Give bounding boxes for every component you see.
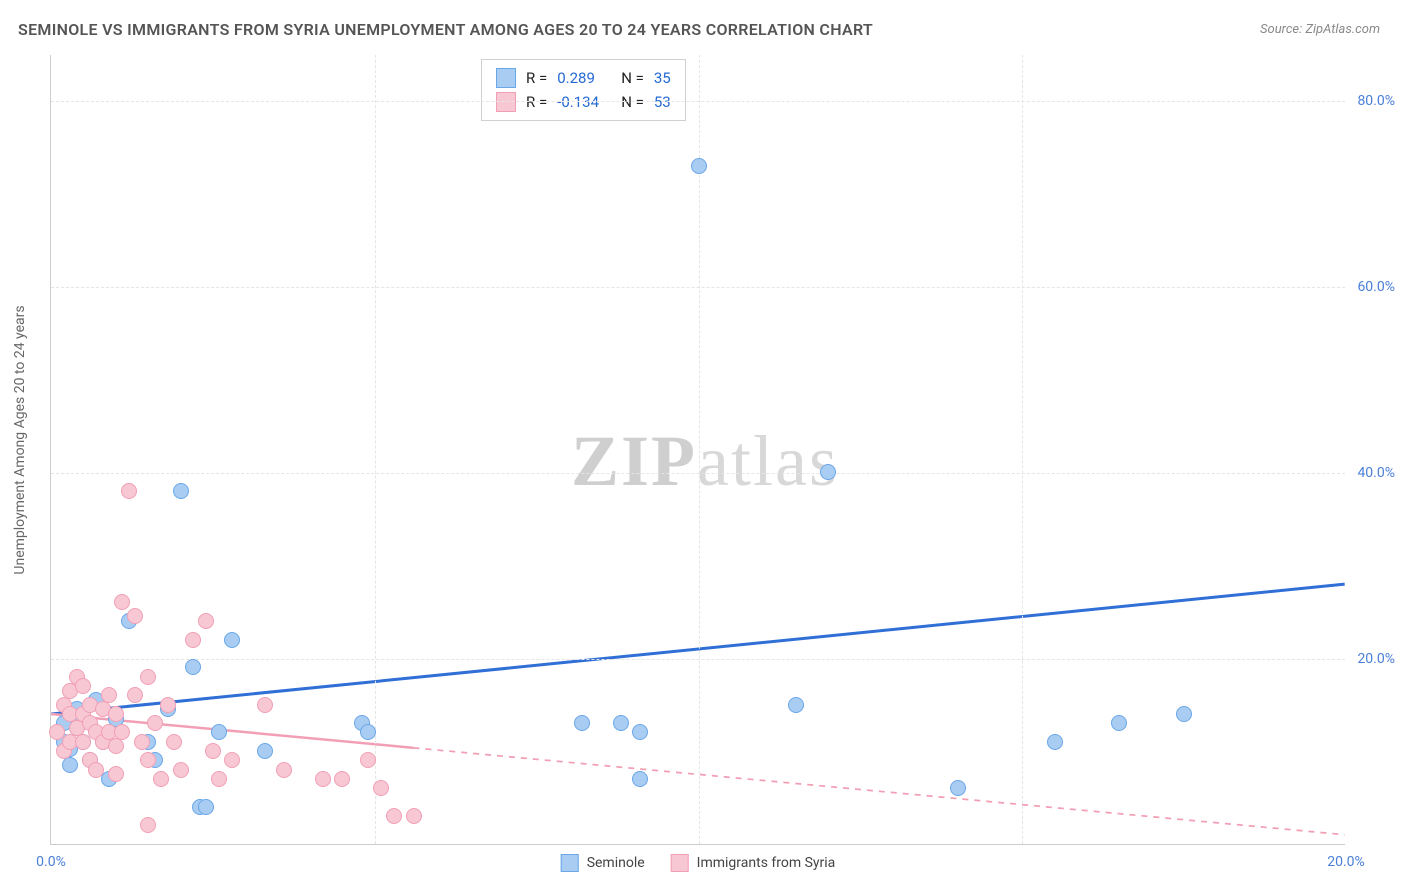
series-legend: Seminole Immigrants from Syria (561, 854, 836, 872)
scatter-point-seminole (691, 158, 707, 174)
scatter-point-syria (334, 771, 350, 787)
x-tick-label: 0.0% (36, 854, 66, 870)
y-tick-label: 80.0% (1357, 93, 1395, 109)
scatter-point-syria (127, 608, 143, 624)
scatter-point-seminole (788, 697, 804, 713)
scatter-point-syria (276, 762, 292, 778)
series-legend-item: Seminole (561, 854, 645, 872)
scatter-point-seminole (198, 799, 214, 815)
scatter-point-syria (160, 697, 176, 713)
source-label: Source: (1260, 22, 1305, 37)
scatter-point-syria (127, 687, 143, 703)
scatter-point-seminole (360, 724, 376, 740)
correlation-legend: R =0.289N =35R =-0.134N =53 (481, 59, 686, 121)
series-legend-item: Immigrants from Syria (671, 854, 836, 872)
scatter-point-seminole (211, 724, 227, 740)
scatter-point-syria (185, 632, 201, 648)
scatter-point-seminole (1111, 715, 1127, 731)
scatter-point-syria (140, 752, 156, 768)
watermark: ZIPatlas (571, 420, 839, 503)
scatter-point-seminole (257, 743, 273, 759)
r-label: R = (526, 69, 547, 87)
scatter-point-syria (101, 687, 117, 703)
correlation-legend-row: R = 0.289 N = 35 (496, 66, 671, 90)
r-value: 0.289 (557, 69, 611, 87)
scatter-point-seminole (632, 771, 648, 787)
scatter-point-syria (211, 771, 227, 787)
scatter-point-syria (140, 817, 156, 833)
trendline-syria-extrapolated (413, 748, 1344, 835)
legend-label: Immigrants from Syria (697, 855, 836, 871)
scatter-point-seminole (632, 724, 648, 740)
scatter-point-syria (386, 808, 402, 824)
scatter-point-syria (153, 771, 169, 787)
scatter-point-syria (406, 808, 422, 824)
scatter-point-syria (173, 762, 189, 778)
scatter-point-syria (360, 752, 376, 768)
scatter-point-syria (108, 706, 124, 722)
scatter-point-seminole (1176, 706, 1192, 722)
scatter-point-syria (134, 734, 150, 750)
y-tick-label: 20.0% (1357, 651, 1395, 667)
gridline-vertical (375, 55, 376, 844)
y-axis-label: Unemployment Among Ages 20 to 24 years (12, 305, 28, 574)
scatter-point-seminole (62, 757, 78, 773)
scatter-point-syria (147, 715, 163, 731)
scatter-point-seminole (574, 715, 590, 731)
scatter-point-syria (373, 780, 389, 796)
n-label: N = (621, 69, 644, 87)
scatter-point-syria (205, 743, 221, 759)
scatter-point-syria (140, 669, 156, 685)
y-tick-label: 60.0% (1357, 279, 1395, 295)
scatter-point-seminole (224, 632, 240, 648)
scatter-point-syria (224, 752, 240, 768)
scatter-point-syria (114, 594, 130, 610)
scatter-point-seminole (613, 715, 629, 731)
scatter-point-seminole (950, 780, 966, 796)
scatter-point-syria (257, 697, 273, 713)
source-attribution: Source: ZipAtlas.com (1260, 22, 1380, 37)
plot-area: ZIPatlas R =0.289N =35R =-0.134N =53 Sem… (50, 55, 1345, 845)
scatter-point-syria (75, 678, 91, 694)
n-value: 35 (654, 69, 671, 87)
legend-swatch (561, 854, 579, 872)
gridline-vertical (1022, 55, 1023, 844)
chart-title: SEMINOLE VS IMMIGRANTS FROM SYRIA UNEMPL… (18, 20, 873, 39)
x-tick-label: 20.0% (1327, 854, 1365, 870)
scatter-point-seminole (173, 483, 189, 499)
legend-label: Seminole (587, 855, 645, 871)
scatter-point-seminole (1047, 734, 1063, 750)
source-value: ZipAtlas.com (1305, 22, 1380, 37)
scatter-point-syria (108, 738, 124, 754)
scatter-point-syria (315, 771, 331, 787)
scatter-point-syria (108, 766, 124, 782)
scatter-point-seminole (185, 659, 201, 675)
legend-swatch (496, 68, 516, 88)
scatter-point-syria (198, 613, 214, 629)
y-tick-label: 40.0% (1357, 465, 1395, 481)
legend-swatch (671, 854, 689, 872)
watermark-zip: ZIP (571, 421, 697, 501)
scatter-point-syria (114, 724, 130, 740)
watermark-rest: atlas (697, 421, 839, 501)
scatter-point-seminole (820, 464, 836, 480)
scatter-point-syria (121, 483, 137, 499)
scatter-point-syria (166, 734, 182, 750)
scatter-point-syria (88, 762, 104, 778)
